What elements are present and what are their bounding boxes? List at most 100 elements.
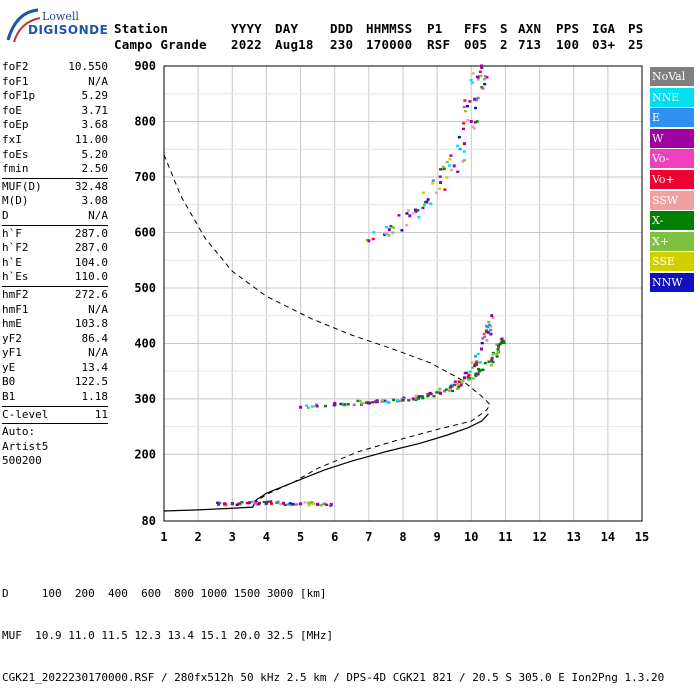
echo-point: [480, 86, 484, 89]
param-value: 1.18: [81, 390, 109, 404]
echo-point: [469, 78, 473, 82]
param-value: 3.08: [81, 194, 109, 208]
echo-point: [477, 369, 481, 373]
trace-point: [490, 314, 494, 318]
legend: NoVal NNE E W Vo- Vo+ SSW X- X+ SSE NNW: [650, 67, 694, 294]
param-value: 32.48: [74, 179, 108, 193]
echo-point: [489, 325, 493, 328]
y-tick-label: 800: [134, 114, 156, 128]
trace-point: [329, 502, 333, 506]
param-name: hmF2: [2, 287, 29, 301]
param-name: yF2: [2, 331, 22, 345]
echo-point: [456, 144, 460, 148]
legend-item-x: X-: [650, 211, 694, 231]
plot-frame: [163, 65, 643, 522]
trace-point: [469, 119, 473, 123]
trace-point: [480, 347, 484, 351]
trace-point: [452, 164, 456, 168]
echo-point: [307, 501, 311, 505]
echo-point: [392, 398, 396, 402]
echo-point: [482, 332, 486, 335]
param-row: foF1p 5.29: [2, 89, 108, 104]
param-name: h`Es: [2, 270, 29, 284]
trace-point: [462, 142, 466, 146]
echo-point: [365, 401, 369, 404]
y-tick-label: 200: [134, 447, 156, 461]
echo-point: [473, 106, 477, 110]
param-value: 110.0: [74, 270, 108, 284]
echo-point: [461, 379, 465, 382]
param-text: 500200: [2, 454, 42, 468]
echo-point: [286, 503, 290, 506]
echo-point: [470, 81, 474, 84]
echo-point: [481, 87, 485, 90]
echo-point: [496, 350, 500, 353]
echo-point: [462, 150, 466, 153]
echo-point: [250, 500, 254, 504]
echo-point: [387, 234, 391, 237]
legend-item-e: E: [650, 108, 694, 128]
echo-point: [346, 403, 350, 406]
echo-point: [478, 70, 482, 74]
echo-point: [412, 212, 416, 215]
echo-point: [391, 231, 395, 234]
echo-point: [363, 401, 367, 405]
echo-point: [491, 352, 495, 356]
echo-point: [476, 96, 480, 100]
echo-point: [438, 387, 442, 391]
echo-point: [471, 377, 475, 380]
param-value: 11: [94, 407, 108, 421]
param-value: 86.4: [81, 331, 109, 345]
echo-point: [495, 355, 499, 358]
echo-point: [462, 159, 466, 162]
echo-point: [254, 500, 258, 503]
legend-item-nnw: NNW: [650, 272, 694, 292]
param-row: D N/A: [2, 209, 108, 224]
echo-point: [426, 393, 430, 397]
param-value: N/A: [88, 208, 108, 222]
x-tick-label: 14: [601, 530, 615, 544]
echo-point: [319, 504, 323, 507]
echo-point: [429, 202, 433, 205]
x-tick-label: 1: [160, 530, 167, 544]
param-row: C-level 11: [2, 408, 108, 423]
header-row1-cell: DAY: [275, 21, 299, 36]
echo-point: [426, 395, 430, 398]
x-tick-label: 7: [365, 530, 372, 544]
echo-point: [387, 401, 391, 404]
echo-point: [456, 170, 460, 173]
echo-point: [312, 502, 316, 505]
param-name: foF1p: [2, 89, 36, 103]
echo-point: [307, 504, 311, 507]
param-row: foEp 3.68: [2, 118, 108, 133]
echo-point: [474, 372, 478, 375]
echo-point: [480, 368, 484, 372]
param-row: foE 3.71: [2, 104, 108, 119]
echo-point: [405, 212, 409, 215]
echo-point: [480, 341, 484, 345]
trace-point: [425, 200, 429, 204]
echo-point: [417, 395, 421, 398]
echo-point: [462, 127, 466, 131]
echo-point: [461, 160, 465, 163]
param-value: 11.00: [74, 132, 108, 146]
echo-point: [420, 395, 424, 398]
echo-point: [218, 501, 222, 504]
echo-point: [315, 405, 319, 408]
echo-point: [480, 66, 484, 70]
echo-point: [439, 168, 443, 171]
echo-point: [383, 233, 387, 236]
param-divider: [2, 224, 108, 226]
echo-point: [414, 210, 418, 213]
echo-point: [496, 348, 500, 351]
echo-point: [399, 399, 403, 403]
echo-point: [491, 360, 495, 364]
param-row: h`F 287.0: [2, 227, 108, 242]
echo-point: [464, 109, 468, 113]
param-row: B1 1.18: [2, 390, 108, 405]
echo-point: [438, 175, 442, 178]
echo-point: [385, 400, 389, 403]
header-row1-cell: S: [500, 21, 508, 36]
y-tick-label: 300: [134, 392, 156, 406]
x-tick-label: 2: [195, 530, 202, 544]
